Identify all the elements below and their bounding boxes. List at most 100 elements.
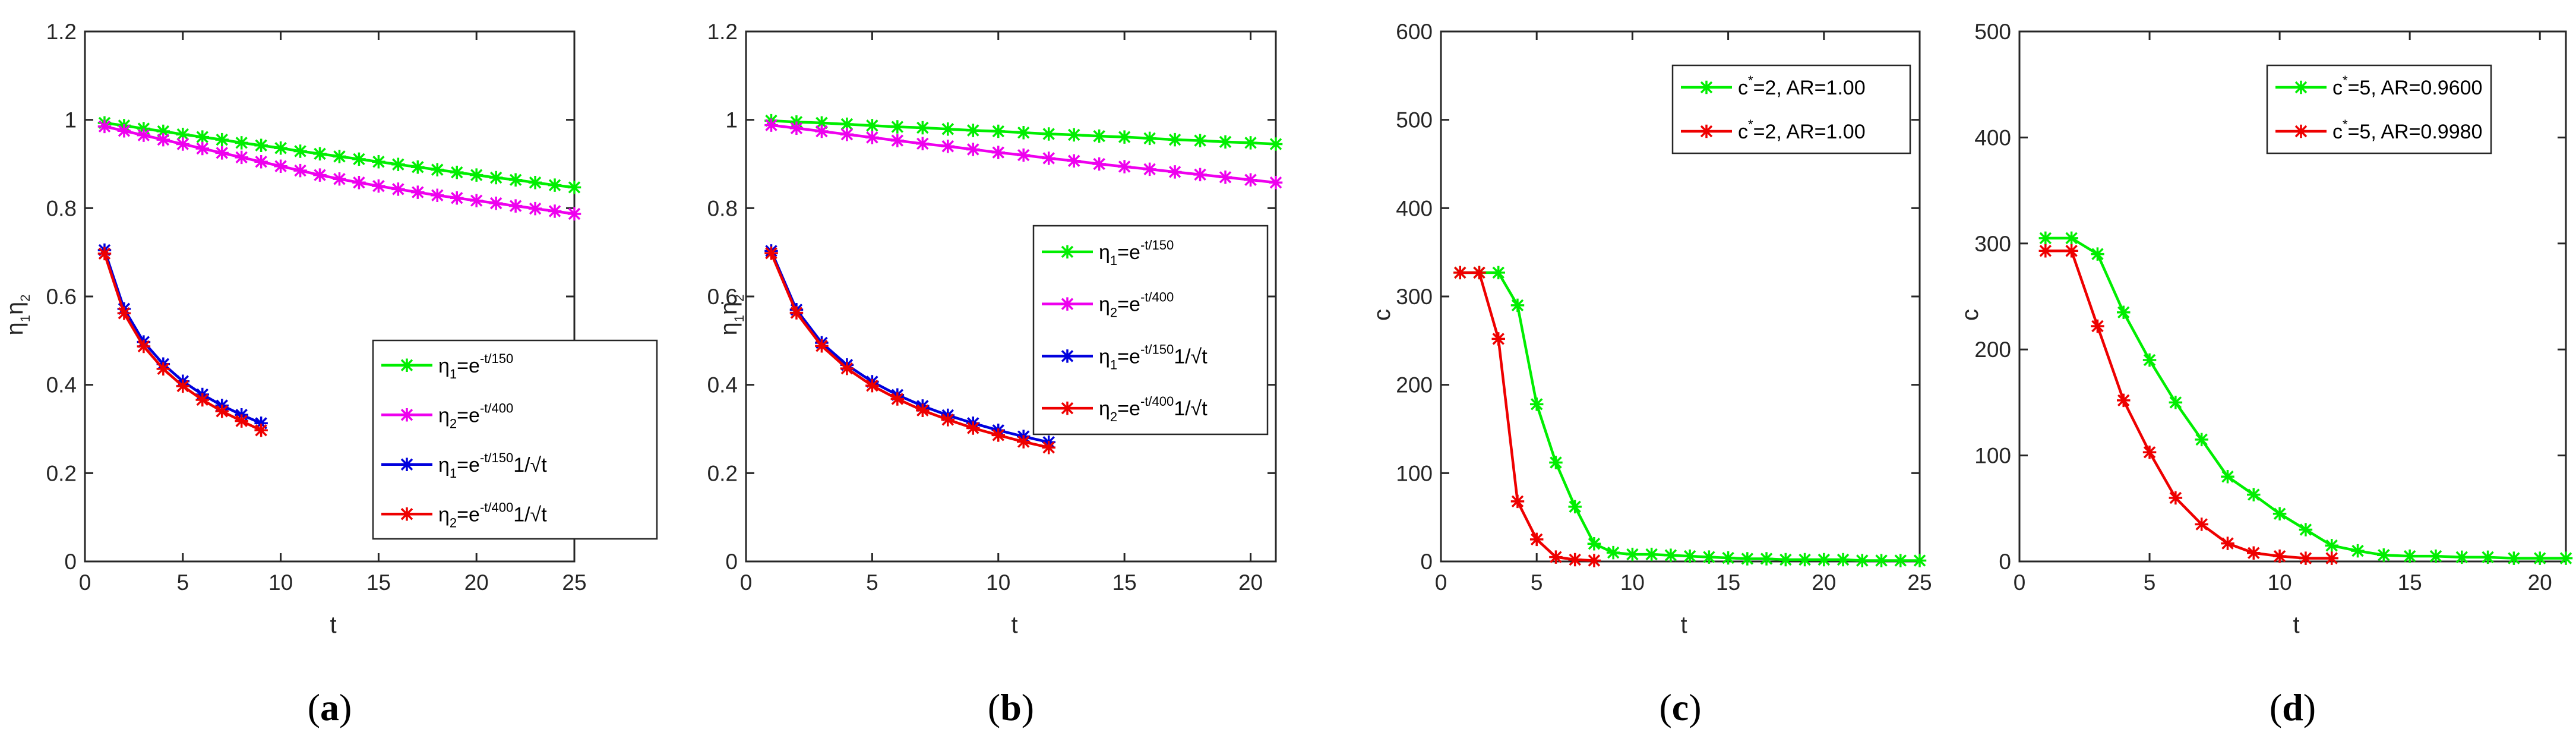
series-1 — [2038, 231, 2573, 565]
legend-box — [372, 339, 658, 540]
data-point — [1092, 157, 1106, 171]
data-point — [372, 179, 385, 193]
data-point — [966, 143, 980, 156]
x-tick-label: 25 — [1907, 570, 1932, 595]
legend-entry-3: η1=e-t/1501/√t — [1042, 342, 1208, 372]
data-point — [1117, 130, 1131, 144]
legend-marker — [400, 457, 414, 471]
x-tick-label: 15 — [2398, 570, 2422, 595]
y-tick-label: 500 — [1974, 20, 2011, 44]
x-tick-label: 5 — [866, 570, 878, 595]
data-point — [2221, 470, 2234, 484]
data-point — [1067, 154, 1081, 168]
data-point — [372, 155, 385, 169]
data-point — [1817, 553, 1831, 567]
data-point — [1472, 266, 1486, 280]
data-point — [548, 204, 562, 218]
y-axis-label: c — [1957, 309, 1983, 321]
data-point — [1779, 553, 1793, 567]
data-point — [991, 146, 1006, 159]
data-point — [293, 144, 307, 158]
data-point — [567, 181, 581, 194]
y-tick-label: 200 — [1974, 337, 2011, 362]
data-point — [789, 121, 804, 135]
data-point — [508, 199, 523, 213]
data-point — [97, 119, 112, 134]
data-point — [1606, 545, 1620, 560]
panel-a: 0 5 10 15 20 25 0 0.2 0.4 0.6 0.8 1 1.2 t η1η2 η1=e-t/1… — [2, 20, 658, 728]
data-point — [2195, 517, 2208, 531]
x-tick-label: 0 — [1435, 570, 1447, 595]
x-tick-label: 20 — [2528, 570, 2552, 595]
x-axis-label: t — [330, 612, 336, 638]
legend-label: c*=2, AR=1.00 — [1738, 73, 1866, 99]
data-point — [137, 339, 151, 354]
data-point — [1587, 554, 1601, 567]
data-point — [2272, 507, 2287, 520]
data-point — [254, 423, 268, 437]
legend-label: η2=e-t/4001/√t — [438, 500, 547, 530]
legend-label: η2=e-t/400 — [438, 400, 513, 431]
data-point — [469, 168, 483, 182]
legend: c*=2, AR=1.00 c*=2, AR=1.00 — [1671, 64, 1911, 154]
data-point — [117, 124, 131, 138]
data-point — [1244, 136, 1257, 150]
data-point — [2221, 536, 2234, 550]
data-point — [469, 194, 483, 207]
y-tick-label: 300 — [1396, 285, 1433, 309]
x-tick-label: 10 — [2268, 570, 2292, 595]
data-point — [1894, 554, 1908, 567]
legend-marker — [400, 408, 414, 422]
legend-label: η1=e-t/1501/√t — [1099, 342, 1208, 372]
data-point — [156, 132, 170, 147]
data-point — [840, 361, 854, 375]
data-point — [1491, 266, 1505, 280]
x-tick-label: 0 — [740, 570, 753, 595]
data-point — [450, 165, 464, 179]
data-point — [2455, 550, 2469, 564]
data-point — [1702, 550, 1716, 564]
y-tick-label: 0.8 — [46, 196, 77, 220]
data-point — [966, 421, 980, 435]
data-point — [2169, 396, 2183, 409]
data-point — [764, 246, 778, 260]
data-point — [2351, 544, 2365, 558]
legend-label: η1=e-t/150 — [1099, 238, 1174, 268]
panel-caption: (c) — [1659, 686, 1701, 728]
data-point — [865, 119, 879, 132]
data-point — [764, 118, 778, 132]
data-point — [1218, 135, 1232, 149]
y-tick-label: 400 — [1396, 196, 1433, 220]
x-tick-label: 10 — [986, 570, 1010, 595]
data-point — [137, 128, 151, 142]
data-point — [1759, 552, 1774, 566]
data-point — [1587, 537, 1601, 551]
data-point — [2325, 538, 2338, 553]
legend-entry-1: η1=e-t/150 — [381, 351, 513, 381]
data-point — [2377, 548, 2391, 562]
series-2 — [2038, 244, 2338, 565]
data-point — [235, 150, 248, 165]
series-4 — [764, 246, 1055, 455]
data-point — [1913, 554, 1927, 567]
data-point — [865, 131, 879, 144]
data-point — [2299, 523, 2313, 536]
legend-entry-4: η2=e-t/4001/√t — [1042, 394, 1208, 424]
legend-marker — [2294, 124, 2308, 138]
data-point — [1067, 128, 1081, 142]
data-point — [1491, 332, 1505, 346]
data-point — [941, 413, 955, 427]
data-point — [991, 124, 1006, 138]
data-point — [2481, 550, 2495, 564]
data-point — [1875, 554, 1888, 567]
data-point — [254, 155, 268, 169]
data-point — [865, 378, 879, 393]
data-point — [215, 132, 229, 147]
data-point — [431, 188, 444, 203]
x-tick-label: 15 — [366, 570, 391, 595]
data-point — [528, 175, 542, 190]
data-point — [2065, 231, 2078, 245]
data-point — [1664, 548, 1678, 562]
data-point — [1193, 168, 1207, 182]
